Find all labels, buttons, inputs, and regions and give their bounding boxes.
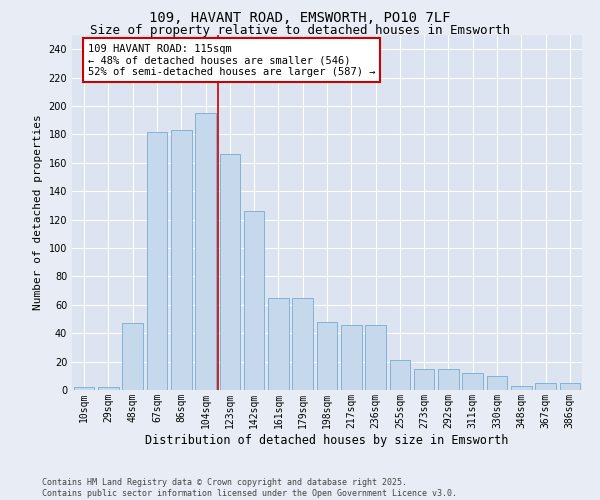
Bar bbox=[292, 298, 313, 390]
Bar bbox=[220, 154, 240, 390]
Bar bbox=[244, 211, 265, 390]
Bar bbox=[438, 368, 459, 390]
Bar bbox=[414, 368, 434, 390]
Bar bbox=[487, 376, 508, 390]
Bar bbox=[365, 324, 386, 390]
Text: 109, HAVANT ROAD, EMSWORTH, PO10 7LF: 109, HAVANT ROAD, EMSWORTH, PO10 7LF bbox=[149, 11, 451, 25]
Text: Size of property relative to detached houses in Emsworth: Size of property relative to detached ho… bbox=[90, 24, 510, 37]
Bar bbox=[171, 130, 191, 390]
Bar bbox=[535, 383, 556, 390]
Bar bbox=[146, 132, 167, 390]
Bar bbox=[98, 387, 119, 390]
Bar bbox=[463, 373, 483, 390]
Bar bbox=[122, 324, 143, 390]
Text: 109 HAVANT ROAD: 115sqm
← 48% of detached houses are smaller (546)
52% of semi-d: 109 HAVANT ROAD: 115sqm ← 48% of detache… bbox=[88, 44, 375, 76]
Bar bbox=[195, 113, 216, 390]
Bar bbox=[389, 360, 410, 390]
Bar bbox=[341, 324, 362, 390]
Bar bbox=[317, 322, 337, 390]
Bar bbox=[268, 298, 289, 390]
Bar bbox=[511, 386, 532, 390]
Bar bbox=[560, 383, 580, 390]
Text: Contains HM Land Registry data © Crown copyright and database right 2025.
Contai: Contains HM Land Registry data © Crown c… bbox=[42, 478, 457, 498]
Bar bbox=[74, 387, 94, 390]
X-axis label: Distribution of detached houses by size in Emsworth: Distribution of detached houses by size … bbox=[145, 434, 509, 446]
Y-axis label: Number of detached properties: Number of detached properties bbox=[33, 114, 43, 310]
